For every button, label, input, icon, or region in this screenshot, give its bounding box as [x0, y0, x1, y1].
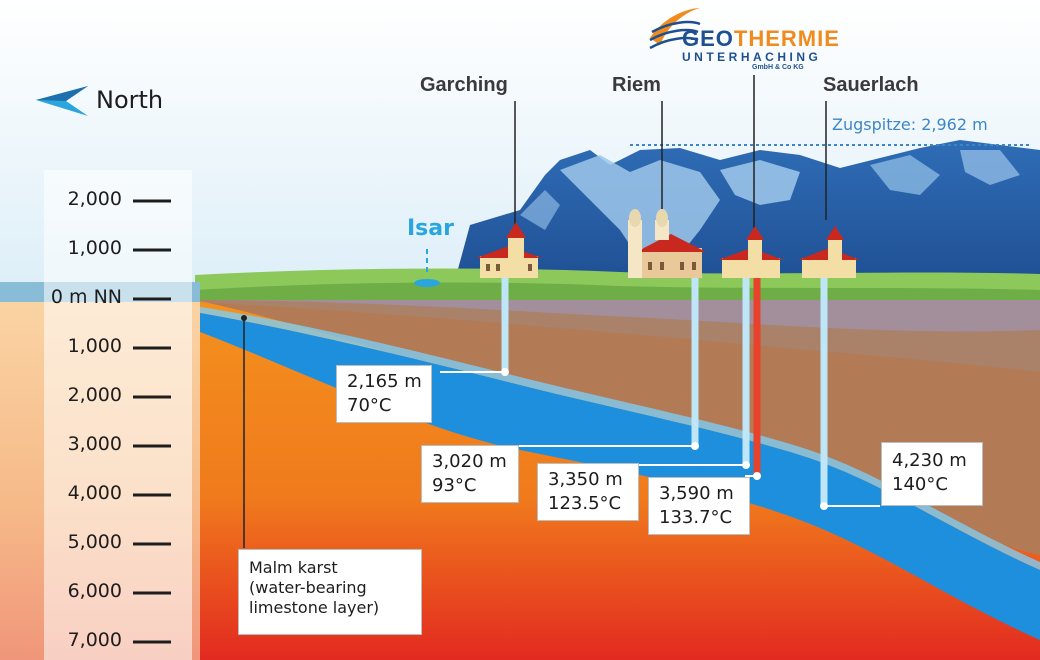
- logo-subtitle: UNTERHACHING: [682, 50, 822, 64]
- sauerlach-building: [798, 226, 860, 278]
- brown-sediment-layer: [195, 300, 1040, 555]
- logo-company-form: GmbH & Co KG: [752, 64, 804, 71]
- scale-label: 4,000: [67, 482, 122, 504]
- unterhaching-building: [718, 226, 784, 278]
- scale-label: 2,000: [67, 384, 122, 406]
- isar-river: [414, 279, 440, 287]
- riem-building: [628, 209, 706, 278]
- logo-swoosh-icon: [649, 8, 701, 50]
- scale-label: 7,000: [67, 629, 122, 651]
- well-label-riem: 3,020 m 93°C: [421, 445, 519, 503]
- wells: [440, 260, 880, 510]
- well-label-sauerlach: 4,230 m 140°C: [881, 442, 983, 506]
- depth-scale-ticks: [133, 199, 171, 644]
- well-temperature: 133.7°C: [659, 507, 733, 528]
- scale-label: 3,000: [67, 433, 122, 455]
- scale-label: 6,000: [67, 580, 122, 602]
- logo-geo-text: GEO: [682, 26, 734, 51]
- river-label: Isar: [407, 216, 454, 241]
- well-temperature: 70°C: [347, 395, 392, 416]
- aquifer-label-line: (water-bearing: [249, 578, 367, 597]
- peak-label: Zugspitze: 2,962 m: [832, 115, 988, 134]
- town-buildings: [476, 209, 860, 278]
- town-label-riem: Riem: [612, 74, 661, 96]
- aquifer-label-line: Malm karst: [249, 558, 338, 577]
- well-depth: 3,590 m: [659, 483, 734, 504]
- town-label-garching: Garching: [420, 74, 508, 96]
- well-temperature: 140°C: [892, 474, 948, 495]
- well-label-garching: 2,165 m 70°C: [336, 365, 432, 423]
- garching-building: [476, 222, 542, 278]
- north-label: North: [96, 86, 164, 114]
- well-label-unterhaching-1: 3,350 m 123.5°C: [537, 463, 639, 521]
- aquifer-label-line: limestone layer): [249, 598, 380, 617]
- well-depth: 4,230 m: [892, 450, 967, 471]
- well-temperature: 123.5°C: [548, 493, 622, 514]
- well-label-unterhaching-2: 3,590 m 133.7°C: [648, 477, 750, 535]
- scale-label: 2,000: [67, 188, 122, 210]
- purple-sediment-layer: [195, 290, 1040, 332]
- scale-label: 0 m NN: [50, 286, 122, 308]
- well-depth: 2,165 m: [347, 371, 422, 392]
- well-temperature: 93°C: [432, 475, 477, 496]
- well-depth: 3,020 m: [432, 451, 507, 472]
- scale-panel: [44, 170, 192, 660]
- logo-thermie-text: THERMIE: [733, 26, 840, 51]
- scale-label: 1,000: [67, 335, 122, 357]
- scale-label: 1,000: [67, 237, 122, 259]
- logo-wordmark: GEOTHERMIE: [682, 26, 840, 52]
- aquifer-label-box: Malm karst (water-bearing limestone laye…: [238, 549, 422, 635]
- alps: [455, 140, 1040, 285]
- town-label-sauerlach: Sauerlach: [823, 74, 919, 96]
- scale-label: 5,000: [67, 531, 122, 553]
- well-depth: 3,350 m: [548, 469, 623, 490]
